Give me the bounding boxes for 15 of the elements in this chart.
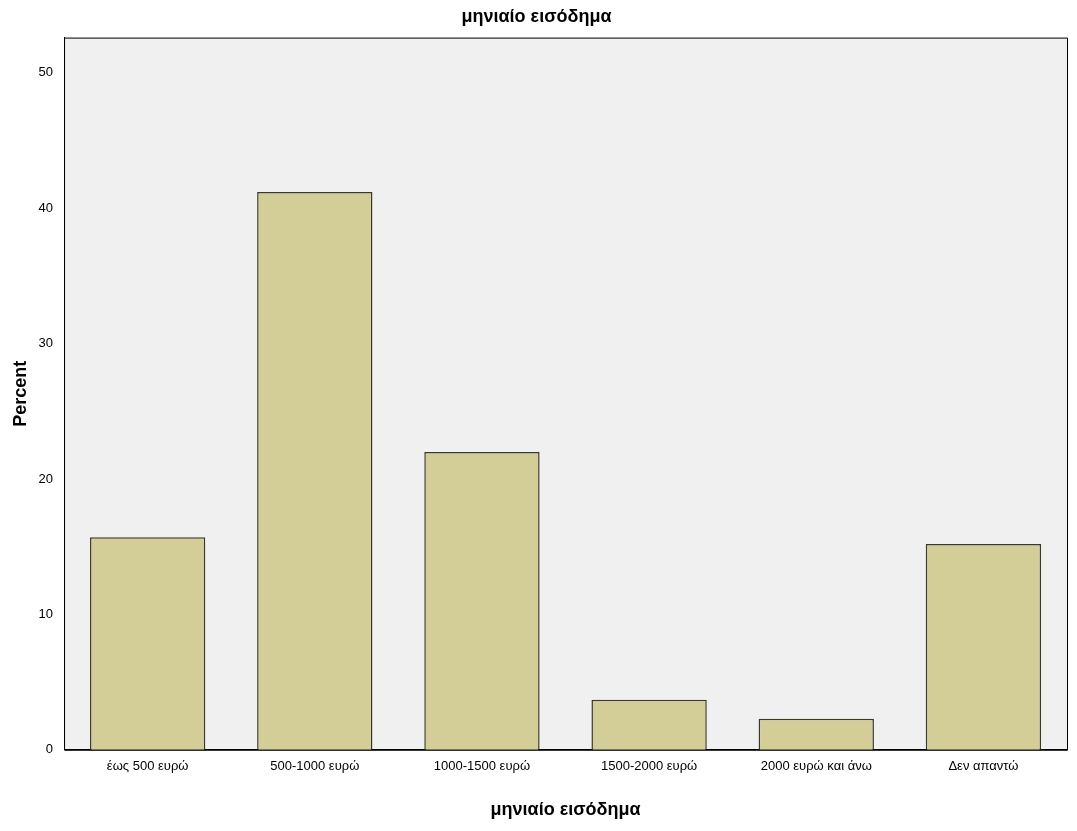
chart-title: μηνιαίο εισόδημα [461, 5, 612, 26]
x-tick-label: 2000 ευρώ και άνω [760, 758, 872, 774]
x-tick-label: 1500-2000 ευρώ [600, 758, 698, 774]
y-axis-title: Percent [9, 360, 30, 427]
y-tick-label: 20 [38, 470, 54, 486]
y-tick-label: 10 [38, 605, 54, 621]
x-tick-label: 1000-1500 ευρώ [433, 758, 531, 774]
y-tick-label: 30 [38, 335, 54, 351]
x-axis-title: μηνιαίο εισόδημα [490, 799, 641, 820]
x-tick-label: Δεν απαντώ [948, 758, 1019, 774]
y-tick-label: 40 [38, 199, 54, 215]
y-tick-label: 0 [45, 741, 54, 757]
x-tick-label: έως 500 ευρώ [106, 758, 189, 774]
x-tick-label: 500-1000 ευρώ [270, 758, 360, 774]
y-tick-label: 50 [38, 64, 54, 80]
